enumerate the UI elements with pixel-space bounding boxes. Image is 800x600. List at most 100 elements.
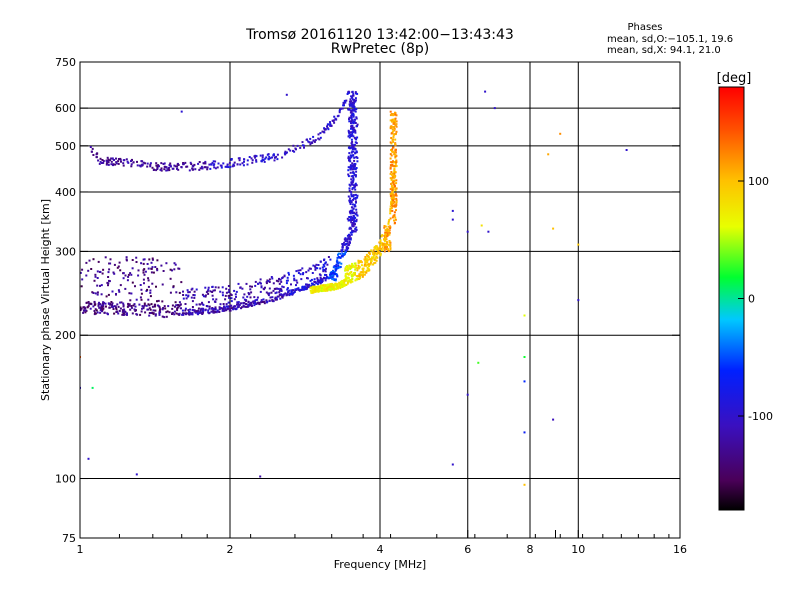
data-point	[162, 307, 165, 309]
data-point	[310, 286, 313, 289]
data-point	[191, 287, 194, 290]
data-point	[364, 260, 367, 263]
data-point	[82, 311, 85, 314]
data-point	[318, 279, 321, 282]
data-point	[107, 163, 110, 166]
data-point	[332, 266, 335, 269]
data-point	[292, 144, 295, 147]
data-point	[385, 242, 388, 245]
data-point	[177, 267, 180, 270]
data-point	[354, 174, 357, 177]
data-point	[235, 290, 238, 293]
data-point	[275, 291, 278, 294]
data-point	[292, 289, 295, 292]
data-point	[390, 200, 393, 203]
data-point	[381, 246, 384, 249]
data-point	[154, 266, 157, 268]
data-point	[146, 263, 149, 265]
data-point	[227, 285, 230, 287]
data-point	[127, 273, 130, 276]
data-point	[388, 219, 391, 221]
data-point	[395, 161, 398, 163]
data-point	[109, 258, 112, 261]
data-point	[332, 278, 335, 281]
data-point	[265, 156, 268, 159]
data-point	[94, 308, 97, 311]
data-point	[354, 91, 357, 94]
data-point	[392, 165, 395, 168]
data-point	[113, 272, 116, 275]
data-point	[327, 123, 329, 126]
data-point	[272, 282, 275, 285]
data-point	[324, 273, 326, 276]
data-point	[349, 104, 352, 107]
data-point	[227, 291, 230, 294]
data-point	[356, 160, 359, 163]
data-point	[392, 161, 395, 164]
data-point	[309, 137, 312, 140]
data-point	[107, 160, 110, 163]
data-point	[392, 151, 395, 154]
data-point	[392, 138, 395, 141]
data-point	[175, 312, 178, 315]
data-point	[352, 168, 355, 171]
data-point	[311, 285, 314, 288]
data-point	[149, 163, 152, 166]
data-point	[552, 227, 555, 230]
data-point	[200, 165, 203, 168]
data-point	[89, 302, 92, 305]
data-point	[341, 255, 344, 258]
data-point	[395, 148, 397, 151]
data-point	[195, 310, 198, 313]
data-point	[115, 161, 118, 164]
data-point	[313, 281, 316, 283]
data-point	[375, 248, 378, 251]
data-point	[148, 314, 151, 317]
data-point	[394, 218, 397, 221]
data-point	[151, 282, 154, 285]
data-point	[161, 308, 164, 311]
data-point	[390, 173, 393, 176]
data-point	[111, 157, 114, 160]
data-point	[309, 289, 312, 292]
data-point	[308, 141, 311, 144]
data-point	[348, 189, 351, 192]
data-point	[151, 257, 154, 260]
data-point	[275, 155, 278, 158]
data-point	[392, 181, 395, 184]
data-point	[344, 101, 347, 104]
data-point	[319, 136, 322, 139]
data-point	[277, 287, 280, 290]
data-point	[389, 172, 392, 175]
data-point	[271, 156, 273, 159]
data-point	[347, 135, 350, 138]
data-point	[355, 211, 358, 214]
data-point	[99, 309, 102, 312]
data-point	[385, 248, 388, 251]
data-point	[263, 160, 266, 163]
data-point	[367, 255, 370, 258]
data-point	[281, 156, 284, 159]
data-point	[220, 164, 223, 167]
data-point	[374, 261, 377, 264]
data-point	[127, 275, 130, 278]
data-point	[106, 312, 109, 315]
data-point	[148, 307, 151, 310]
data-point	[349, 197, 352, 200]
data-point	[383, 226, 386, 229]
data-point	[285, 282, 288, 285]
data-point	[133, 303, 136, 306]
data-point	[201, 293, 204, 296]
data-point	[174, 263, 177, 266]
data-point	[351, 128, 354, 131]
data-point	[124, 287, 127, 290]
data-point	[105, 163, 108, 166]
data-point	[270, 291, 273, 294]
data-point	[352, 207, 355, 210]
data-point	[159, 168, 162, 171]
data-point	[82, 309, 85, 312]
data-point	[342, 243, 345, 246]
data-point	[158, 306, 161, 309]
data-point	[236, 301, 239, 304]
data-point	[320, 287, 323, 290]
